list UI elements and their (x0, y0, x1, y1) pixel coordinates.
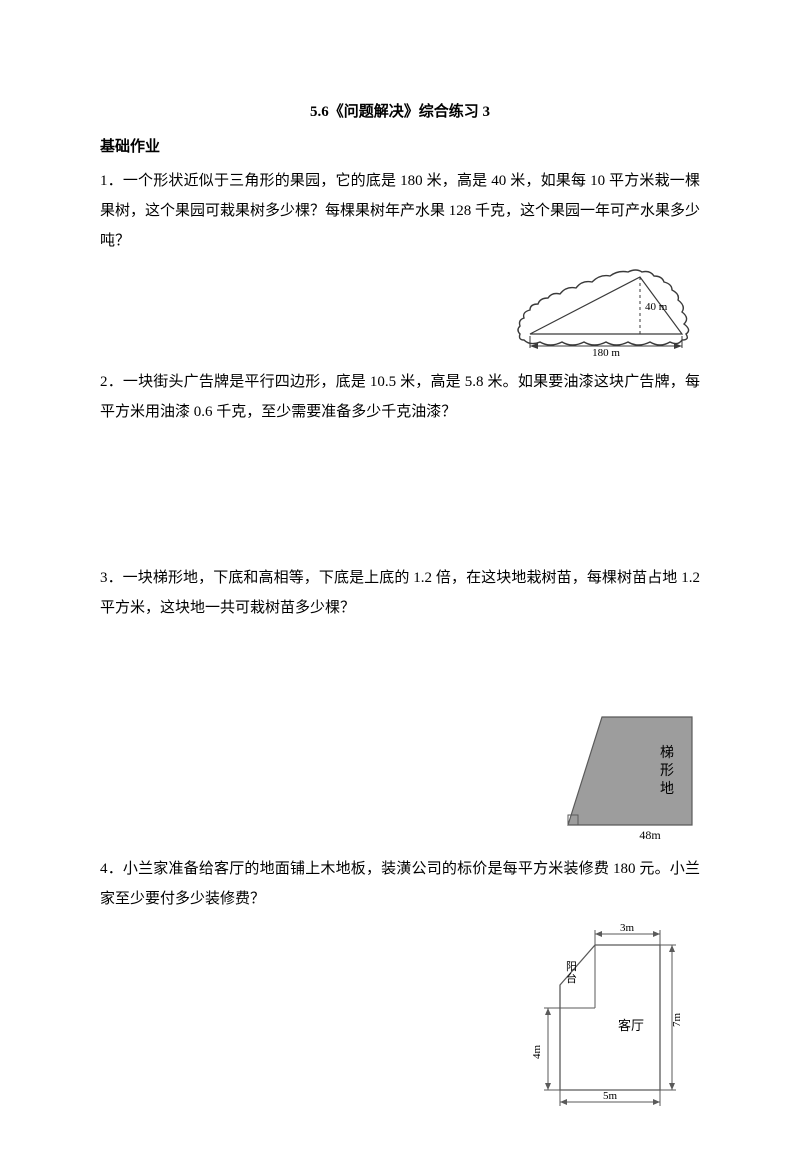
fig3-label-1: 梯 (660, 745, 674, 761)
problem-3: 3．一块梯形地，下底和高相等，下底是上底的 1.2 倍，在这块地栽树苗，每棵树苗… (100, 563, 700, 623)
worksheet-title: 5.6《问题解决》综合练习 3 (100, 100, 700, 121)
fig1-height-label: 40 m (645, 301, 668, 313)
figure-4-floor-plan: 阳台 客厅 3m 7m 4m (530, 920, 700, 1110)
fig3-label-2: 形 (660, 763, 674, 779)
fig4-dim-4m: 4m (531, 1045, 543, 1060)
problem-2: 2．一块街头广告牌是平行四边形，底是 10.5 米，高是 5.8 米。如果要油漆… (100, 367, 700, 427)
problem-1: 1．一个形状近似于三角形的果园，它的底是 180 米，高是 40 米，如果每 1… (100, 166, 700, 256)
fig3-base-label: 48m (639, 828, 661, 842)
fig4-dim-3m: 3m (620, 922, 635, 934)
section-heading: 基础作业 (100, 135, 700, 156)
problem-4: 4．小兰家准备给客厅的地面铺上木地板，装潢公司的标价是每平方米装修费 180 元… (100, 854, 700, 914)
fig4-balcony-label: 阳台 (566, 960, 577, 985)
fig3-label-3: 地 (660, 781, 674, 797)
fig4-living-label: 客厅 (618, 1018, 644, 1033)
fig4-dim-7m: 7m (671, 1013, 683, 1028)
fig4-dim-5m: 5m (603, 1090, 618, 1102)
figure-1-triangle-orchard: 40 m 180 m (510, 262, 700, 357)
fig1-base-label: 180 m (592, 347, 620, 357)
figure-3-trapezoid-field: 梯 形 地 48m (560, 709, 700, 844)
